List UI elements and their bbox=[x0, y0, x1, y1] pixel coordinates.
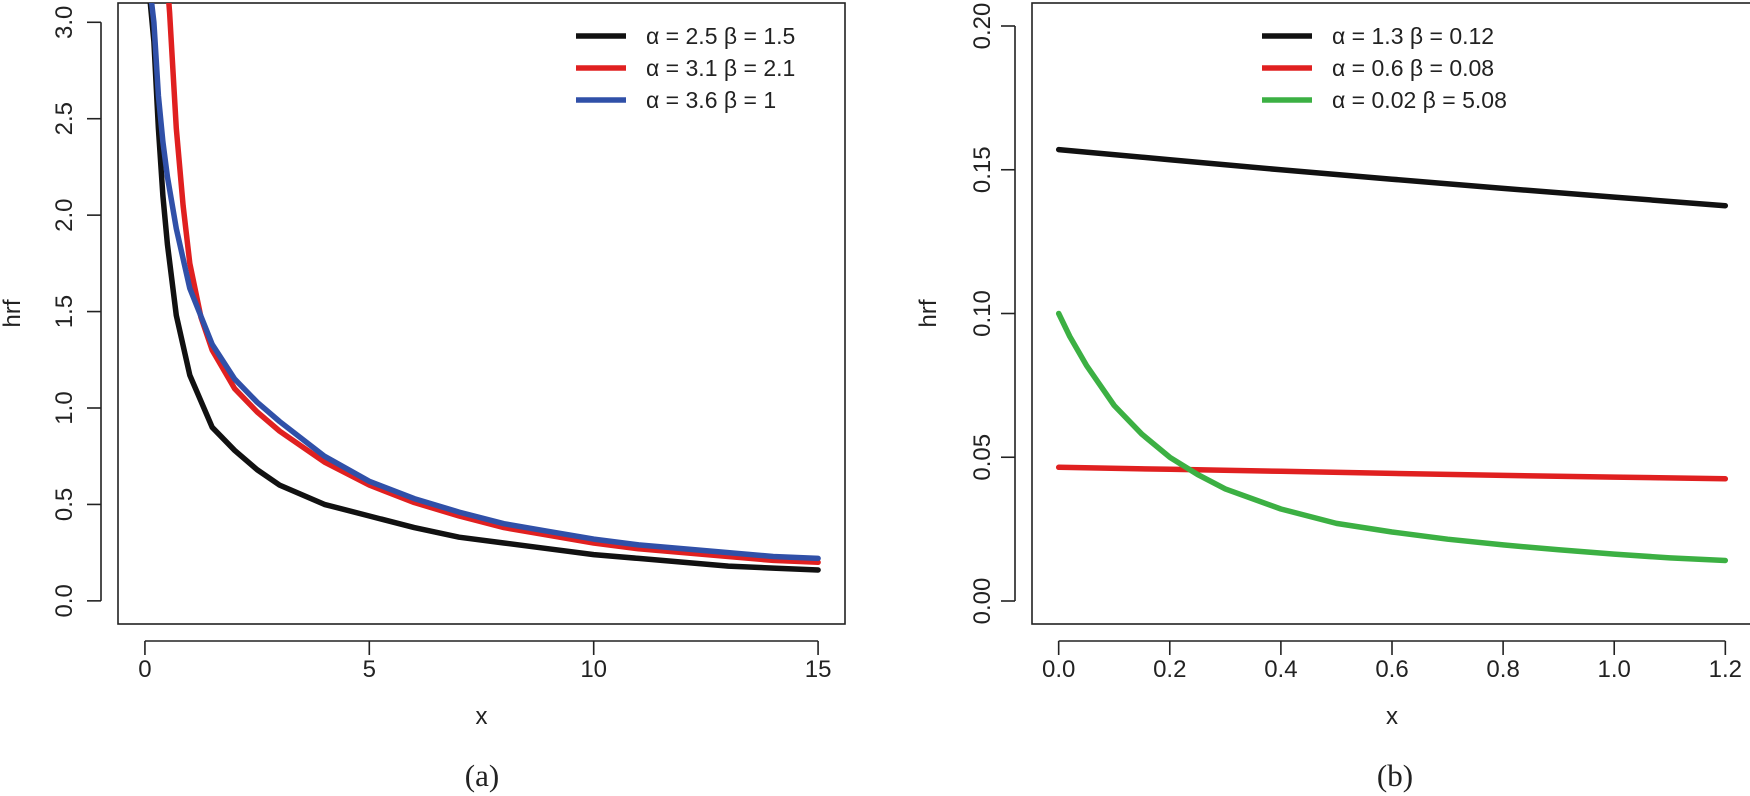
y-tick-label: 2.5 bbox=[51, 102, 78, 135]
y-tick-label: 0.20 bbox=[969, 3, 996, 50]
x-tick-label: 0.2 bbox=[1153, 656, 1186, 683]
x-tick-label: 15 bbox=[805, 656, 832, 683]
x-tick-label: 5 bbox=[363, 656, 376, 683]
x-tick-label: 10 bbox=[580, 656, 607, 683]
series-group bbox=[1055, 146, 1729, 564]
y-tick-label: 3.0 bbox=[51, 6, 78, 39]
y-tick-label: 0.0 bbox=[51, 584, 78, 617]
legend: α = 1.3 β = 0.12 α = 0.6 β = 0.08 α = 0.02… bbox=[1262, 23, 1507, 113]
x-tick-label: 1.0 bbox=[1598, 656, 1631, 683]
series-line bbox=[1055, 464, 1729, 482]
series-line bbox=[1055, 146, 1729, 209]
series-group bbox=[147, 3, 821, 573]
panel-caption: (b) bbox=[1377, 758, 1413, 793]
legend-label: α = 3.1 β = 2.1 bbox=[646, 55, 795, 81]
y-tick-label: 1.0 bbox=[51, 391, 78, 424]
panel-caption: (a) bbox=[465, 758, 499, 793]
series-line bbox=[147, 3, 821, 573]
x-tick-label: 0.0 bbox=[1042, 656, 1075, 683]
y-tick-label: 0.10 bbox=[969, 290, 996, 337]
x-tick-label: 0.6 bbox=[1375, 656, 1408, 683]
y-tick-label: 0.5 bbox=[51, 488, 78, 521]
plot-frame bbox=[117, 2, 846, 625]
y-axis-label: hrf bbox=[915, 299, 942, 327]
legend-label: α = 0.02 β = 5.08 bbox=[1332, 87, 1507, 113]
y-tick-label: 0.00 bbox=[969, 578, 996, 625]
x-tick-label: 0 bbox=[138, 656, 151, 683]
legend-label: α = 0.6 β = 0.08 bbox=[1332, 55, 1494, 81]
x-axis-label: x bbox=[1386, 703, 1398, 730]
x-tick-label: 1.2 bbox=[1709, 656, 1742, 683]
x-tick-label: 0.8 bbox=[1486, 656, 1519, 683]
y-tick-label: 1.5 bbox=[51, 295, 78, 328]
panel-b: 0.0 0.2 0.4 0.6 0.8 1.0 1.2 0.00 0.05 0.10 0.15 0.2… bbox=[915, 2, 1750, 793]
x-tick-label: 0.4 bbox=[1264, 656, 1297, 683]
y-tick-label: 0.15 bbox=[969, 146, 996, 193]
legend: α = 2.5 β = 1.5 α = 3.1 β = 2.1 α = 3.6 β … bbox=[576, 23, 795, 113]
plot-frame bbox=[1031, 2, 1750, 625]
legend-label: α = 2.5 β = 1.5 bbox=[646, 23, 795, 49]
series-line bbox=[148, 3, 821, 562]
series-line bbox=[166, 3, 821, 566]
y-tick-label: 2.0 bbox=[51, 198, 78, 231]
series-line bbox=[1055, 310, 1729, 564]
y-tick-label: 0.05 bbox=[969, 434, 996, 481]
legend-label: α = 1.3 β = 0.12 bbox=[1332, 23, 1494, 49]
legend-label: α = 3.6 β = 1 bbox=[646, 87, 776, 113]
panel-a: 0 5 10 15 0.0 0.5 1.0 1.5 2.0 2.5 3.0 x hrf α = 2.5 β… bbox=[0, 2, 846, 793]
x-axis-label: x bbox=[476, 703, 488, 730]
y-axis-label: hrf bbox=[0, 299, 26, 327]
